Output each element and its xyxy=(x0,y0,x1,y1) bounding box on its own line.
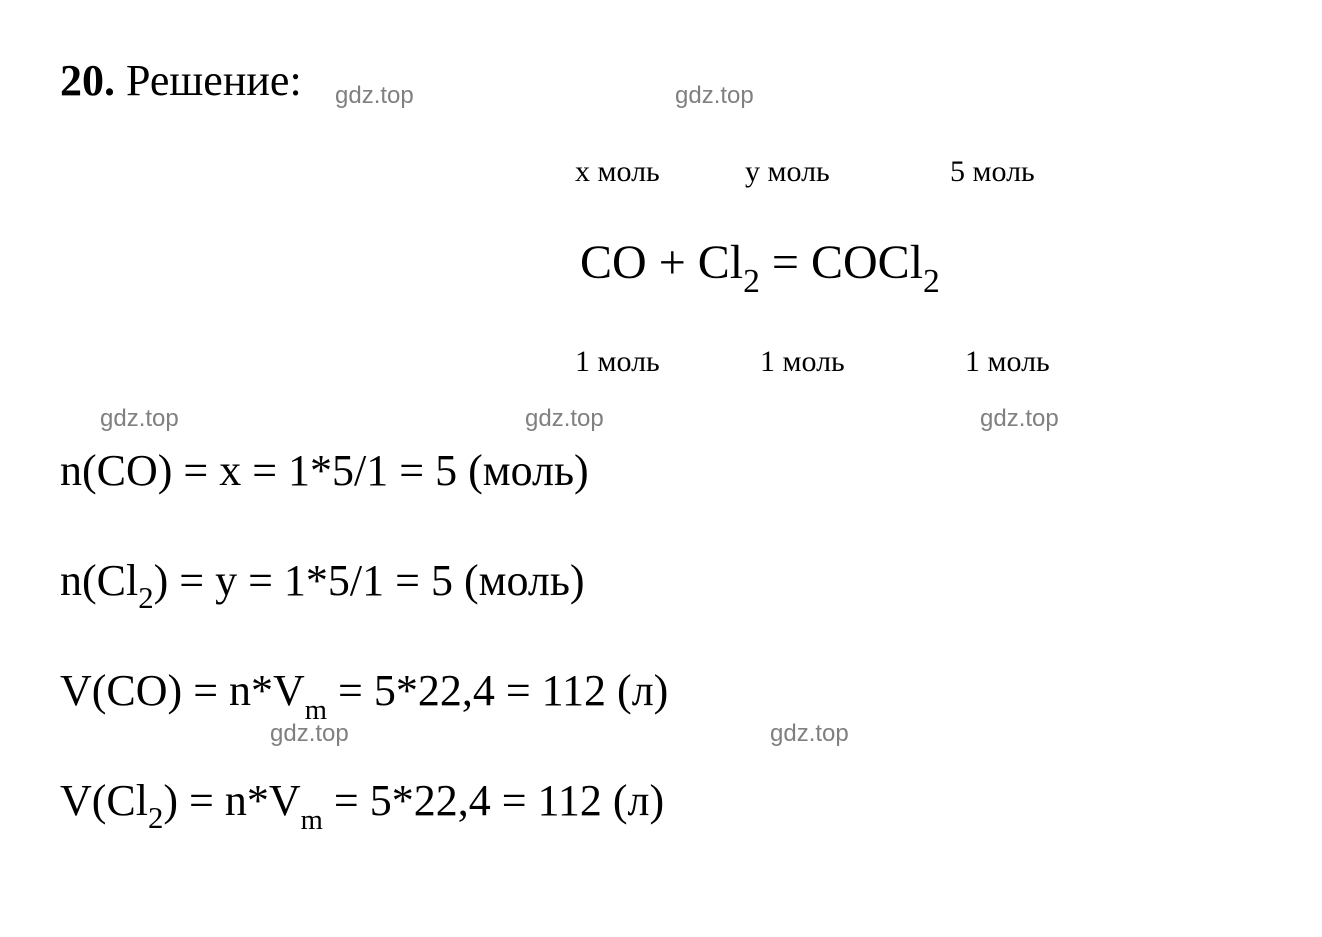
equation-plus: + xyxy=(647,236,698,289)
vco-b: = 5*22,4 = 112 (л) xyxy=(327,666,668,715)
vcl-a: V(Cl xyxy=(60,776,148,825)
title-line: 20. Решение: xyxy=(60,55,302,106)
annotation-1-mol-b: 1 моль xyxy=(760,345,845,379)
vcl-c: = 5*22,4 = 112 (л) xyxy=(323,776,664,825)
vco-a: V(CO) = n*V xyxy=(60,666,305,715)
annotation-1-mol-a: 1 моль xyxy=(575,345,660,379)
ncl-line: n(Cl2) = y = 1*5/1 = 5 (моль) xyxy=(60,555,585,613)
annotation-y-mol: y моль xyxy=(745,155,830,189)
ncl-b: ) = y = 1*5/1 = 5 (моль) xyxy=(154,556,585,605)
watermark: gdz.top xyxy=(270,720,349,748)
watermark: gdz.top xyxy=(335,82,414,110)
annotation-x-mol: x моль xyxy=(575,155,660,189)
ncl-a: n(Cl xyxy=(60,556,138,605)
chemical-equation: CO + Cl2 = COCl2 xyxy=(580,235,940,298)
vcl-sub1: 2 xyxy=(148,801,163,835)
watermark: gdz.top xyxy=(100,405,179,433)
watermark: gdz.top xyxy=(525,405,604,433)
equation-cl: Cl xyxy=(698,236,743,289)
watermark: gdz.top xyxy=(980,405,1059,433)
equation-cocl: COCl xyxy=(811,236,923,289)
ncl-sub: 2 xyxy=(138,581,153,615)
equation-sub2b: 2 xyxy=(923,263,940,300)
equation-sub2a: 2 xyxy=(743,263,760,300)
nco-line: n(CO) = x = 1*5/1 = 5 (моль) xyxy=(60,445,589,496)
watermark: gdz.top xyxy=(675,82,754,110)
annotation-1-mol-c: 1 моль xyxy=(965,345,1050,379)
solution-label: Решение: xyxy=(126,56,302,105)
problem-number: 20. xyxy=(60,56,115,105)
annotation-5-mol: 5 моль xyxy=(950,155,1035,189)
vcl-line: V(Cl2) = n*Vm = 5*22,4 = 112 (л) xyxy=(60,775,664,833)
vcl-b: ) = n*V xyxy=(163,776,300,825)
equation-equals: = xyxy=(760,236,811,289)
vcl-sub2: m xyxy=(301,805,323,836)
equation-co: CO xyxy=(580,236,647,289)
vco-line: V(CO) = n*Vm = 5*22,4 = 112 (л) xyxy=(60,665,668,723)
watermark: gdz.top xyxy=(770,720,849,748)
